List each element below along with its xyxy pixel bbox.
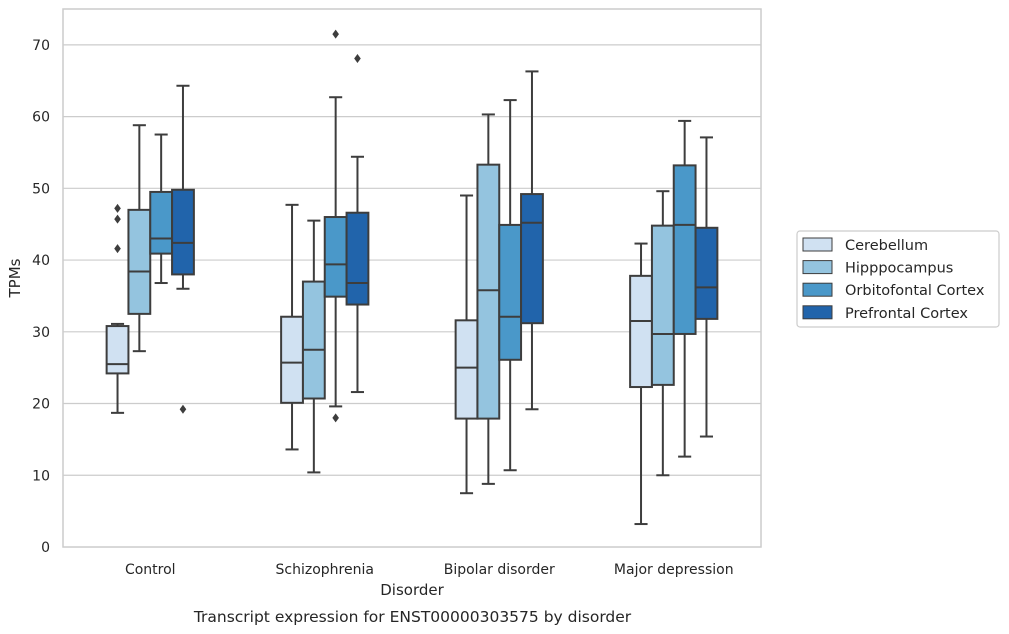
outlier-point [114, 214, 121, 224]
box-3-3 [694, 136, 719, 438]
x-tick-label: Control [125, 562, 176, 578]
legend-swatch [802, 282, 833, 297]
plot-frame [62, 8, 762, 548]
box-1-1 [301, 219, 326, 474]
outlier-point [114, 203, 121, 213]
legend-swatch [802, 260, 833, 275]
box-3-0 [629, 242, 653, 526]
box-1-3 [345, 53, 370, 394]
box-iqr [454, 319, 479, 420]
box-2-2 [498, 99, 523, 472]
box-iqr [672, 164, 697, 335]
box-3-2 [672, 119, 697, 458]
x-tick-labels: Control Schizophrenia Bipolar disorder Majo… [125, 562, 734, 578]
box-iqr [149, 190, 174, 255]
box-iqr [629, 274, 653, 389]
x-tick-label: Schizophrenia [276, 562, 374, 578]
chart-caption: Transcript expression for ENST0000030357… [193, 608, 632, 626]
box-2-1 [476, 113, 501, 485]
outlier-point [114, 244, 121, 254]
outlier-point [179, 404, 187, 414]
x-tick-label: Major depression [614, 562, 734, 578]
box-iqr [127, 208, 152, 315]
y-tick-labels: 0 10 20 30 40 50 60 70 [32, 38, 50, 556]
box-iqr [345, 211, 370, 306]
box-iqr [171, 188, 195, 276]
box-1-2 [323, 29, 348, 423]
outlier-point [332, 413, 339, 423]
box-iqr [323, 216, 348, 298]
box-0-1 [127, 124, 152, 353]
y-tick-label: 20 [32, 397, 50, 413]
legend-swatch [802, 237, 833, 252]
legend-label: Orbitofontal Cortex [845, 283, 985, 299]
box-1-0 [280, 203, 304, 451]
legend-label: Cerebellum [845, 238, 928, 254]
box-0-3 [171, 84, 195, 414]
box-iqr [476, 163, 501, 420]
y-tick-label: 60 [32, 110, 50, 126]
x-tick-label: Bipolar disorder [444, 562, 555, 578]
box-iqr [301, 280, 326, 400]
box-group [105, 29, 719, 526]
y-tick-label: 50 [32, 181, 50, 197]
y-tick-label: 40 [32, 253, 50, 269]
legend-label: Prefrontal Cortex [845, 306, 968, 322]
outlier-point [332, 29, 339, 39]
legend-frame [796, 230, 1000, 328]
y-tick-label: 10 [32, 468, 50, 484]
box-iqr [498, 223, 523, 361]
legend: Cerebellum Hipppocampus Orbitofontal Corte… [796, 230, 1000, 328]
x-axis-title: Disorder [380, 581, 444, 599]
box-0-0 [105, 203, 130, 414]
y-tick-label: 0 [41, 540, 50, 556]
box-iqr [520, 193, 544, 325]
y-axis-title: TPMs [6, 258, 24, 298]
box-iqr [280, 315, 304, 404]
y-tick-label: 30 [32, 325, 50, 341]
legend-label: Hipppocampus [845, 261, 953, 277]
outlier-point [354, 53, 361, 63]
box-iqr [650, 224, 675, 386]
box-iqr [105, 325, 130, 375]
box-2-3 [520, 70, 544, 411]
box-iqr [694, 226, 719, 320]
legend-swatch [802, 305, 833, 320]
y-tick-label: 70 [32, 38, 50, 54]
